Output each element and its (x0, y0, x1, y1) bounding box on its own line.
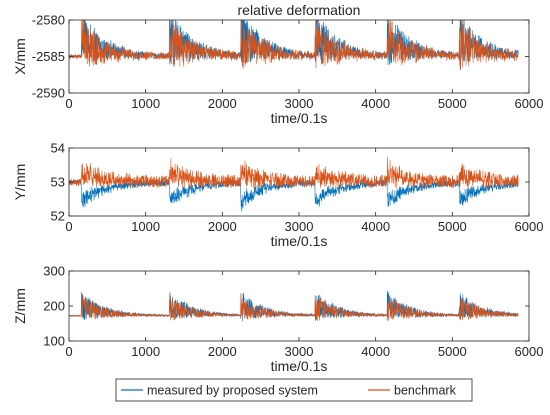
y-axis-label: X/mm (12, 38, 28, 75)
legend: measured by proposed system benchmark (115, 378, 473, 402)
x-tick-label: 2000 (208, 96, 237, 111)
y-tick-label: 300 (43, 264, 65, 279)
x-axis-label: time/0.1s (271, 358, 328, 374)
x-tick-label: 6000 (515, 344, 544, 359)
legend-label-measured: measured by proposed system (147, 384, 318, 398)
x-tick-label: 6000 (515, 96, 544, 111)
y-tick-label: -2580 (32, 13, 65, 28)
x-tick-label: 1000 (131, 344, 160, 359)
y-tick-label: 52 (51, 209, 65, 224)
y-axis-label: Y/mm (12, 164, 28, 201)
y-tick-label: -2590 (32, 86, 65, 101)
series-line-benchmark (69, 293, 519, 322)
series-group (69, 20, 519, 70)
legend-box (115, 378, 473, 402)
x-tick-label: 4000 (361, 344, 390, 359)
x-tick-label: 2000 (208, 344, 237, 359)
x-tick-label: 0 (65, 344, 72, 359)
x-tick-label: 0 (65, 96, 72, 111)
y-tick-label: 200 (43, 299, 65, 314)
series-group (69, 290, 519, 322)
x-tick-label: 4000 (361, 219, 390, 234)
x-tick-label: 5000 (438, 96, 467, 111)
x-tick-label: 5000 (438, 219, 467, 234)
chart-title: relative deformation (238, 2, 361, 18)
series-line-benchmark (69, 157, 519, 190)
y-tick-label: 54 (51, 141, 65, 156)
y-tick-label: -2585 (32, 49, 65, 64)
x-tick-label: 6000 (515, 219, 544, 234)
subplot-3: 0 1000 2000 3000 4000 5000 6000 100 200 300 time/0… (12, 264, 543, 375)
x-tick-label: 1000 (131, 219, 160, 234)
x-tick-label: 2000 (208, 219, 237, 234)
x-tick-label: 3000 (285, 219, 314, 234)
series-line-benchmark (69, 20, 519, 70)
legend-label-benchmark: benchmark (394, 384, 457, 398)
series-group (69, 157, 519, 212)
x-tick-label: 4000 (361, 96, 390, 111)
x-tick-label: 5000 (438, 344, 467, 359)
subplot-2: 0 1000 2000 3000 4000 5000 6000 52 53 54 time/0.1s… (12, 141, 543, 250)
x-tick-label: 3000 (285, 96, 314, 111)
y-tick-label: 53 (51, 175, 65, 190)
subplot-1: 0 1000 2000 3000 4000 5000 6000 -2590 -2585 -2580… (12, 2, 543, 126)
y-axis-label: Z/mm (12, 288, 28, 324)
x-axis-label: time/0.1s (271, 233, 328, 249)
x-tick-label: 3000 (285, 344, 314, 359)
y-tick-label: 100 (43, 334, 65, 349)
x-tick-label: 0 (65, 219, 72, 234)
x-axis-label: time/0.1s (271, 110, 328, 126)
x-tick-label: 1000 (131, 96, 160, 111)
